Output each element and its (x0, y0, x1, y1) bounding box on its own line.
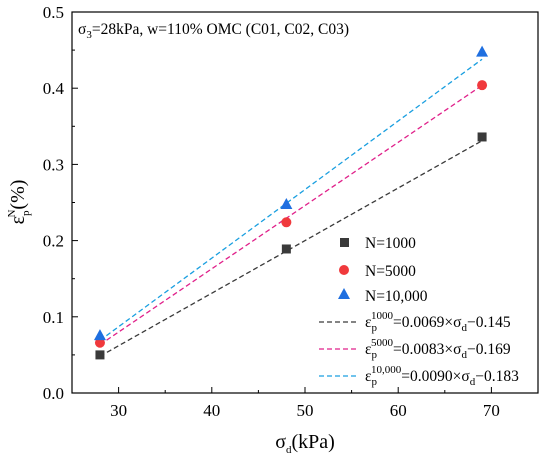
y-tick-label: 0.3 (43, 155, 64, 174)
fit-line-0 (99, 140, 483, 357)
data-markers (93, 45, 489, 360)
x-tick-label: 40 (203, 401, 220, 420)
x-tick-label: 30 (110, 401, 127, 420)
data-point-series-2 (280, 198, 293, 210)
data-point-series-1 (281, 217, 292, 228)
x-tick-label: 70 (483, 401, 500, 420)
y-tick-label: 0.5 (43, 3, 64, 22)
legend: N=1000 N=5000 N=10,000 εp1000=0.0069×σd−… (319, 235, 519, 388)
legend-label-n10000: N=10,000 (365, 288, 428, 305)
x-axis-ticks: 30 40 50 60 70 (71, 387, 539, 420)
data-point-series-1 (94, 337, 105, 348)
legend-label-fit-1000: εp1000=0.0069×σd−0.145 (365, 310, 511, 334)
legend-marker-n10000 (338, 288, 350, 299)
fit-lines (99, 58, 483, 357)
data-point-series-2 (93, 329, 106, 341)
data-point-series-0 (95, 350, 105, 360)
x-axis-title: σd(kPa) (275, 431, 335, 456)
y-axis-ticks: 0.0 0.1 0.2 0.3 0.4 0.5 (43, 3, 78, 403)
legend-label-n5000: N=5000 (365, 263, 416, 280)
fit-line-1 (99, 84, 483, 346)
legend-label-fit-5000: εp5000=0.0083×σd−0.169 (365, 337, 511, 361)
legend-label-n1000: N=1000 (365, 235, 416, 252)
x-tick-label: 60 (390, 401, 407, 420)
x-tick-label: 50 (297, 401, 314, 420)
fit-line-2 (99, 58, 483, 341)
data-point-series-1 (477, 80, 488, 91)
legend-marker-n1000 (340, 238, 349, 247)
y-tick-label: 0.4 (43, 79, 65, 98)
legend-label-fit-10000: εp10,000=0.0090×σd−0.183 (365, 364, 519, 388)
y-tick-label: 0.2 (43, 232, 64, 251)
data-point-series-2 (476, 45, 489, 57)
data-point-series-0 (281, 244, 291, 254)
chart-annotation: σ3=28kPa, w=110% OMC (C01, C02, C03) (78, 21, 349, 41)
y-axis-title: εpN(%) (6, 180, 32, 225)
legend-marker-n5000 (339, 265, 349, 275)
y-tick-label: 0.1 (43, 308, 64, 327)
y-tick-label: 0.0 (43, 384, 64, 403)
data-point-series-0 (477, 132, 487, 142)
